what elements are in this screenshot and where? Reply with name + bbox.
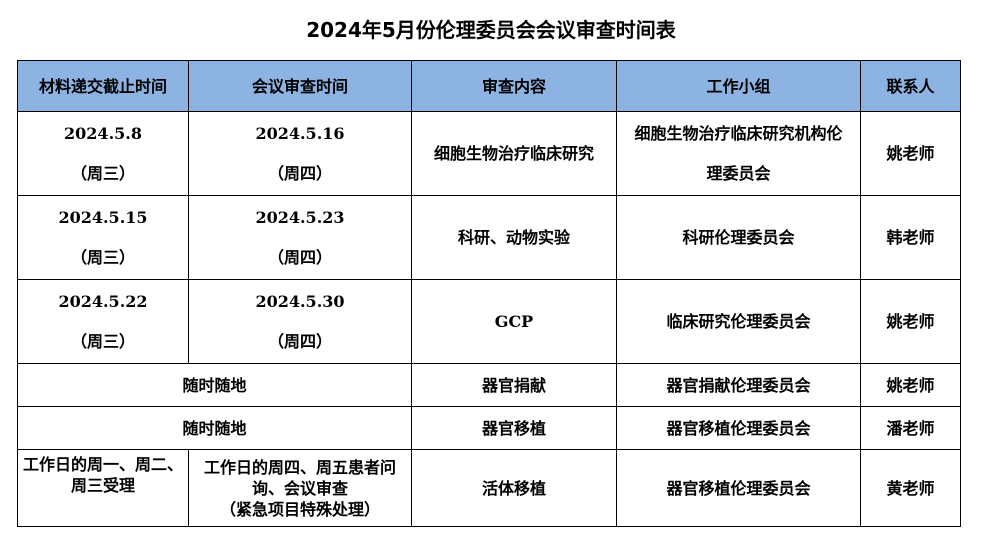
group-cell: 器官移植伦理委员会 (616, 406, 861, 450)
meeting-note: （紧急项目特殊处理） (219, 499, 380, 519)
contact-cell: 姚老师 (860, 279, 961, 364)
contact-cell: 黄老师 (860, 449, 961, 527)
meeting-cell: 2024.5.23 （周四） (188, 195, 412, 280)
meeting-day: （周四） (267, 163, 332, 183)
table-row: 2024.5.22 （周三） 2024.5.30 （周四） GCP 临床研究伦理委员… (17, 279, 961, 364)
meeting-date: 2024.5.30 (255, 291, 345, 311)
table-row: 2024.5.15 （周三） 2024.5.23 （周四） 科研、动物实验 科研伦理… (17, 195, 961, 280)
group-cell: 器官捐献伦理委员会 (616, 363, 861, 407)
table-row: 随时随地 器官移植 器官移植伦理委员会 潘老师 (17, 406, 961, 450)
time-cell: 随时随地 (17, 363, 412, 407)
group-cell: 临床研究伦理委员会 (616, 279, 861, 364)
deadline-date: 2024.5.22 (58, 291, 148, 311)
time-cell: 随时随地 (17, 406, 412, 450)
header-row: 材料递交截止时间 会议审查时间 审查内容 工作小组 联系人 (17, 60, 961, 112)
deadline-cell: 工作日的周一、周二、周三受理 (17, 449, 189, 527)
meeting-cell: 工作日的周四、周五患者问询、会议审查 （紧急项目特殊处理） (188, 449, 412, 527)
group-cell: 科研伦理委员会 (616, 195, 861, 280)
page-title: 2024年5月份伦理委员会会议审查时间表 (306, 18, 676, 42)
deadline-cell: 2024.5.8 （周三） (17, 111, 189, 196)
meeting-day: （周四） (267, 331, 332, 351)
deadline-day: （周三） (70, 163, 135, 183)
header-content: 审查内容 (411, 60, 617, 112)
header-group: 工作小组 (616, 60, 861, 112)
deadline-cell: 2024.5.15 （周三） (17, 195, 189, 280)
content-cell: 器官捐献 (411, 363, 617, 407)
schedule-table: 材料递交截止时间 会议审查时间 审查内容 工作小组 联系人 2024.5.8 （周… (17, 60, 961, 527)
contact-cell: 姚老师 (860, 363, 961, 407)
deadline-day: （周三） (70, 331, 135, 351)
meeting-date: 2024.5.23 (255, 207, 345, 227)
deadline-text: 工作日的周一、周二、周三受理 (22, 455, 183, 495)
deadline-date: 2024.5.15 (58, 207, 148, 227)
meeting-text: 工作日的周四、周五患者问询、会议审查 (203, 457, 396, 498)
content-cell: 科研、动物实验 (411, 195, 617, 280)
table-row: 2024.5.8 （周三） 2024.5.16 （周四） 细胞生物治疗临床研究 细胞… (17, 111, 961, 196)
deadline-day: （周三） (70, 247, 135, 267)
meeting-date: 2024.5.16 (255, 123, 345, 143)
table-row: 随时随地 器官捐献 器官捐献伦理委员会 姚老师 (17, 363, 961, 407)
deadline-cell: 2024.5.22 （周三） (17, 279, 189, 364)
meeting-cell: 2024.5.16 （周四） (188, 111, 412, 196)
header-deadline: 材料递交截止时间 (17, 60, 189, 112)
content-cell: GCP (411, 279, 617, 364)
table-row: 工作日的周一、周二、周三受理 工作日的周四、周五患者问询、会议审查 （紧急项目特殊… (17, 449, 961, 527)
group-cell: 细胞生物治疗临床研究机构伦理委员会 (616, 111, 861, 196)
meeting-cell: 2024.5.30 （周四） (188, 279, 412, 364)
meeting-day: （周四） (267, 247, 332, 267)
group-cell: 器官移植伦理委员会 (616, 449, 861, 527)
header-meeting-time: 会议审查时间 (188, 60, 412, 112)
header-contact: 联系人 (860, 60, 961, 112)
contact-cell: 潘老师 (860, 406, 961, 450)
content-cell: 器官移植 (411, 406, 617, 450)
content-cell: 细胞生物治疗临床研究 (411, 111, 617, 196)
deadline-date: 2024.5.8 (64, 123, 142, 143)
contact-cell: 姚老师 (860, 111, 961, 196)
content-cell: 活体移植 (411, 449, 617, 527)
contact-cell: 韩老师 (860, 195, 961, 280)
